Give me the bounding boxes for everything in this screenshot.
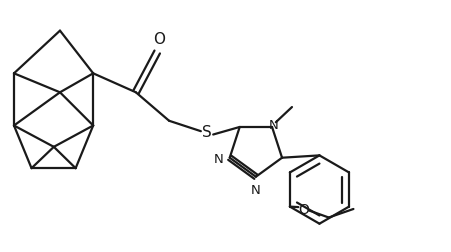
Text: O: O: [298, 202, 309, 216]
Text: N: N: [250, 184, 260, 197]
Text: S: S: [202, 125, 212, 140]
Text: O: O: [152, 32, 164, 47]
Text: N: N: [268, 118, 278, 131]
Text: N: N: [213, 152, 223, 166]
